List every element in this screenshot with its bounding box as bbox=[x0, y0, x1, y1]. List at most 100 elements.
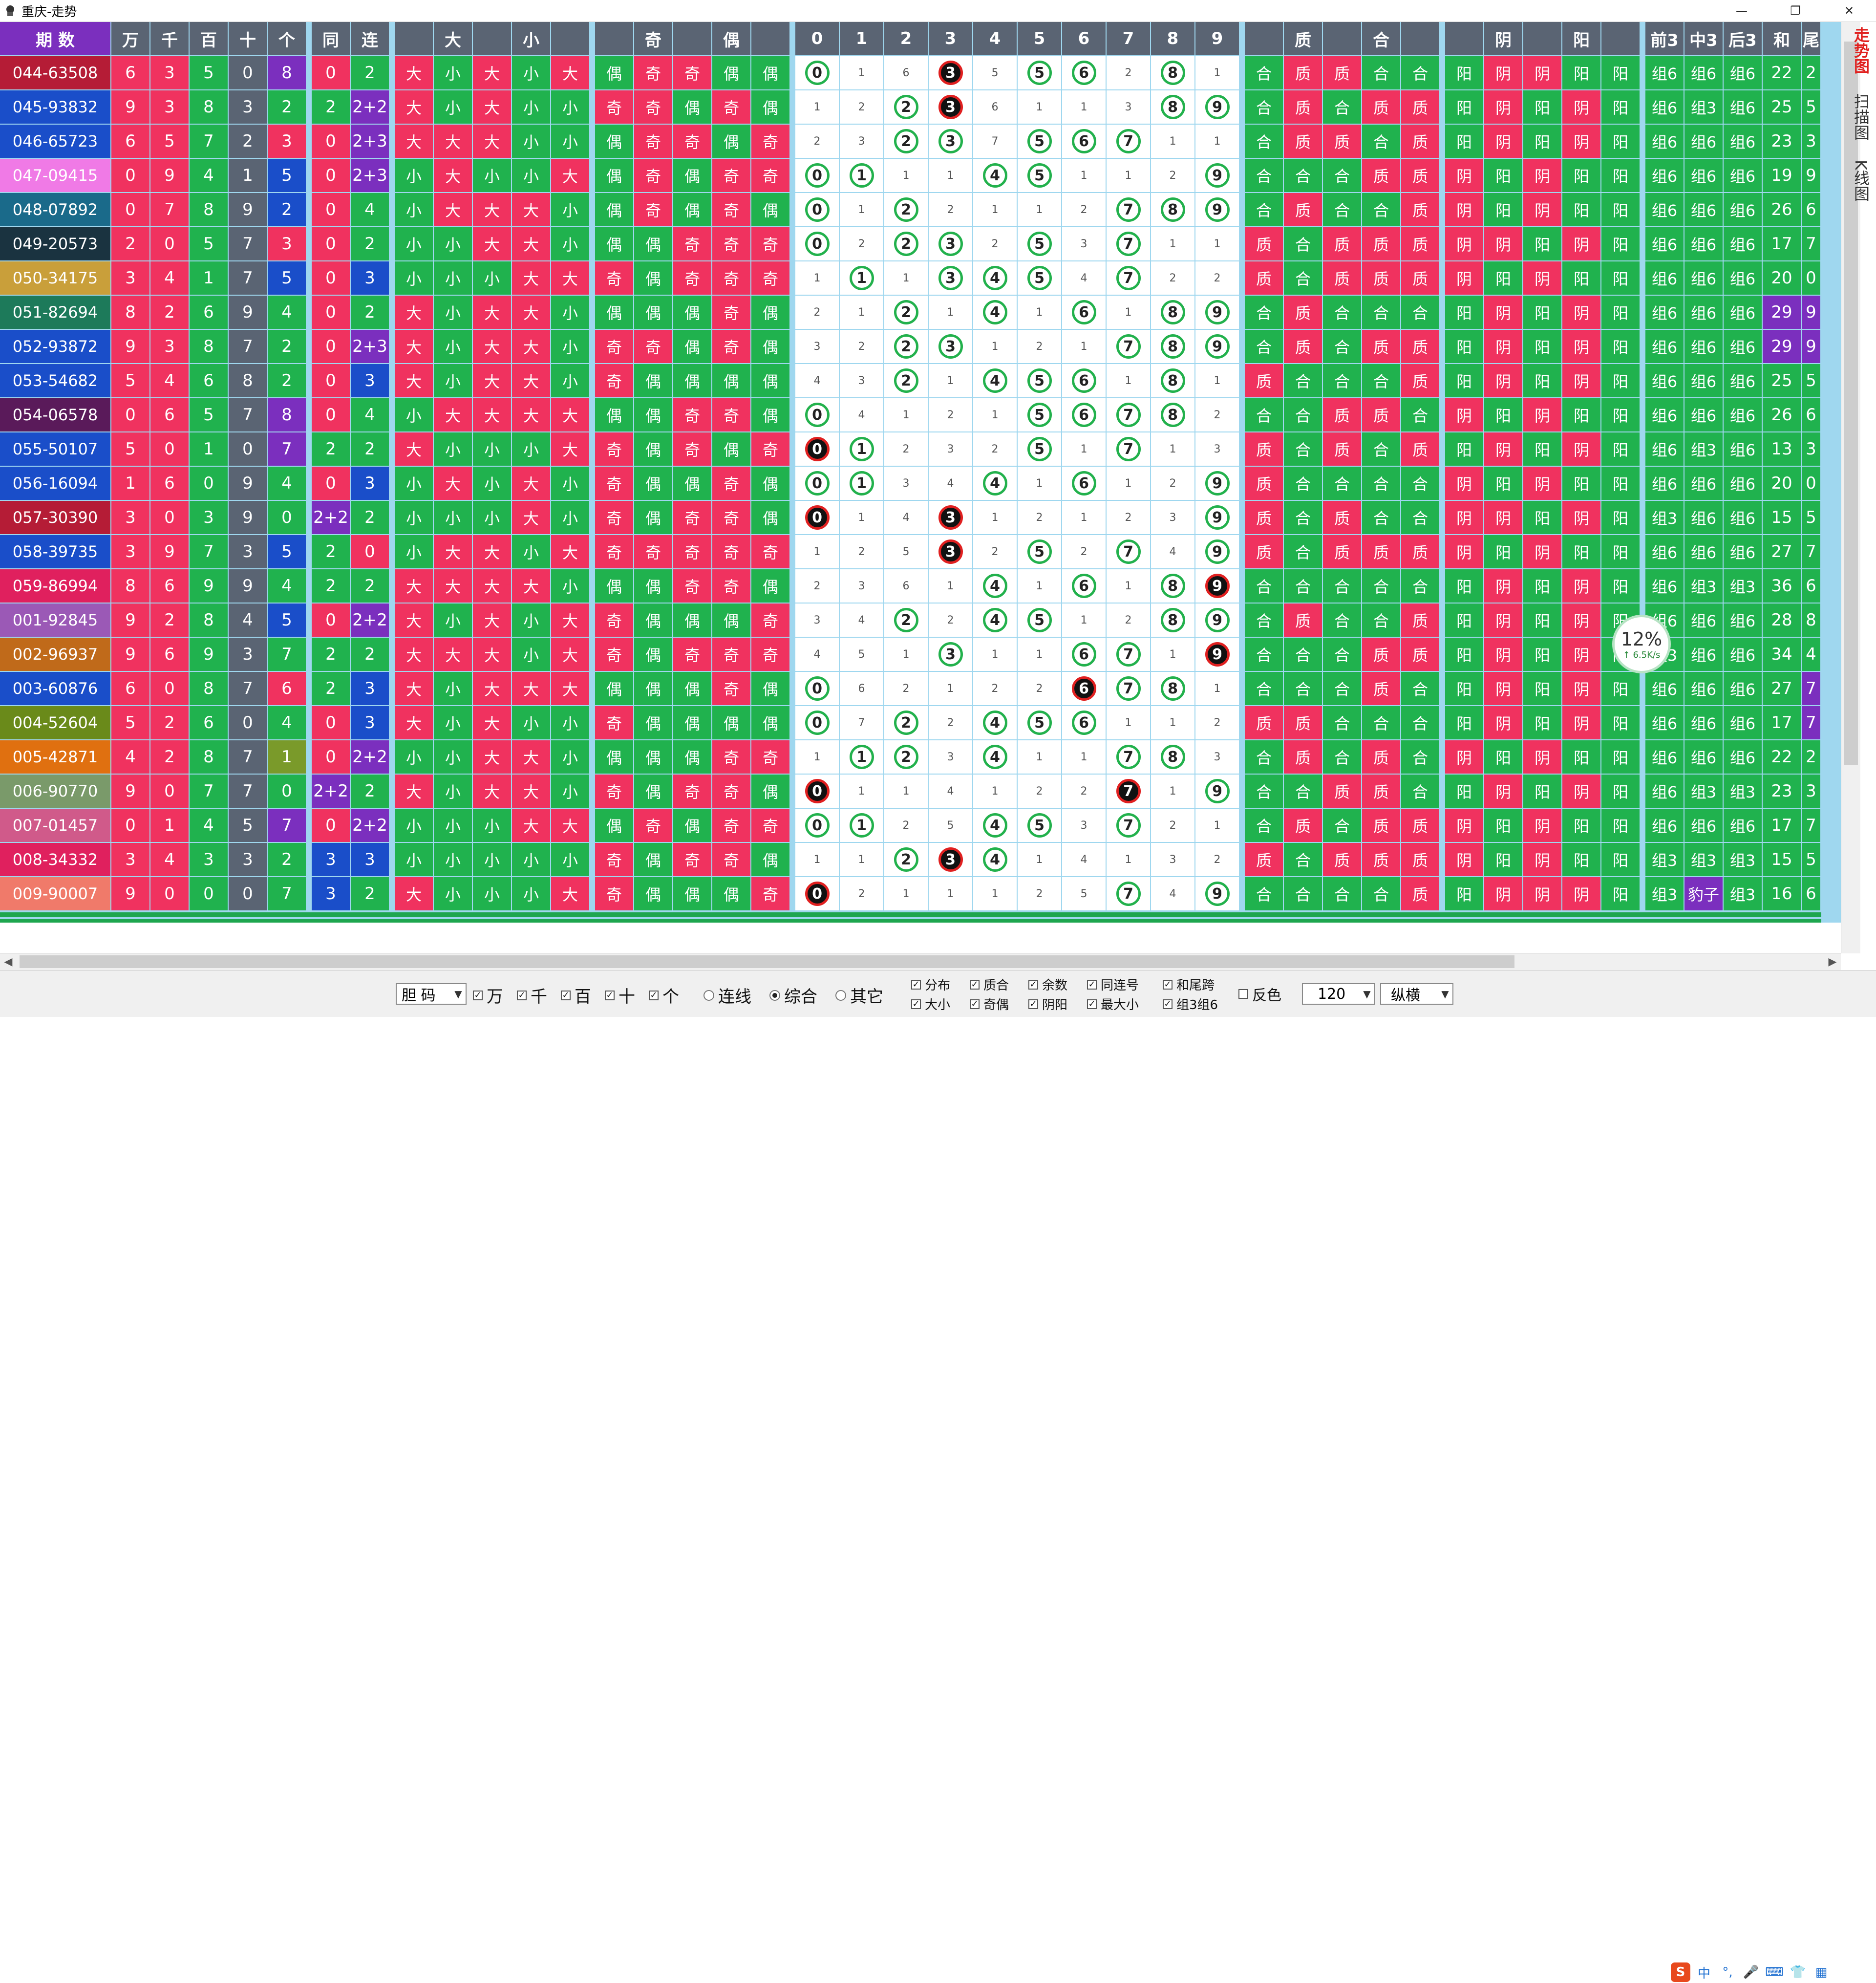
table-row[interactable]: 058-39735 3 9 7 3 5 2 0 小大大小大奇奇奇奇奇 1 2 5 3 2 5 2 7 4 9 质合质质… bbox=[0, 535, 1821, 569]
trend-grid[interactable]: 期 数万千百十个同连大小奇偶 0 1 2 3 4 5 6 7 8 9 质合阴阳前3 中3 后3 和尾 044-… bbox=[0, 22, 1841, 923]
checkbox-wan[interactable]: ✓ 万 bbox=[473, 983, 503, 1007]
tray-icon[interactable]: ⌨ bbox=[1765, 1965, 1784, 1980]
vertical-scroll-thumb[interactable] bbox=[1844, 42, 1858, 765]
period-cell: 045-93832 bbox=[0, 90, 110, 124]
table-row[interactable]: 052-93872 9 3 8 7 2 0 2+3 大小大大小奇奇偶奇偶 3 2 2 3 1 2 1 7 8 9 合质… bbox=[0, 330, 1821, 364]
radio-zonghe[interactable]: 综合 bbox=[769, 983, 817, 1007]
table-row[interactable]: 056-16094 1 6 0 9 4 0 3 小大小大小奇偶偶奇偶 0 1 3 4 4 1 6 1 2 9 质合合合… bbox=[0, 467, 1821, 501]
table-row[interactable]: 050-34175 3 4 1 7 5 0 3 小小小大大奇偶奇奇奇 1 1 1 3 4 5 4 7 2 2 质合质质… bbox=[0, 261, 1821, 296]
checkbox-shi[interactable]: ✓ 十 bbox=[605, 983, 635, 1007]
yinyang-cell: 阳 bbox=[1562, 740, 1600, 774]
number-ball: 7 bbox=[1116, 266, 1141, 290]
table-row[interactable]: 055-50107 5 0 1 0 7 2 2 大小小小大奇偶奇偶奇 0 1 2 3 2 5 1 7 1 3 质合质合… bbox=[0, 432, 1821, 467]
tong-cell: 2 bbox=[312, 569, 350, 603]
yinyang-cell: 阴 bbox=[1562, 569, 1600, 603]
sum-cell: 23 bbox=[1763, 775, 1801, 808]
big-small-cell: 小 bbox=[512, 877, 550, 910]
table-row[interactable]: 007-01457 0 1 4 5 7 0 2+2 小小小大大偶奇偶奇奇 0 1 2 5 4 5 3 7 2 1 合质… bbox=[0, 809, 1821, 843]
checkbox-zhihe[interactable]: ✓ 质合 bbox=[970, 975, 1009, 993]
number-ball: 1 bbox=[849, 163, 874, 188]
scroll-right-arrow-icon[interactable]: ▶ bbox=[1828, 955, 1837, 968]
sum-cell: 20 bbox=[1763, 467, 1801, 500]
header-row[interactable]: 期 数万千百十个同连 大 小 奇 偶 0 1 2 3 4 5 6 7 8 9 质 合 阴 阳 前3 中3 后3 和尾 bbox=[0, 22, 1821, 56]
horizontal-scrollbar[interactable]: ◀ ▶ bbox=[0, 953, 1841, 970]
tray-icon[interactable]: ▦ bbox=[1815, 1965, 1828, 1980]
minimize-button[interactable]: — bbox=[1736, 4, 1748, 18]
checkbox-fenbu[interactable]: ✓ 分布 bbox=[911, 975, 950, 993]
big-small-cell: 大 bbox=[395, 775, 433, 808]
yinyang-cell: 阳 bbox=[1445, 569, 1483, 603]
table-row[interactable]: 001-92845 9 2 8 4 5 0 2+2 大小大小大奇偶偶偶奇 3 4 2 2 4 5 1 2 8 9 合质… bbox=[0, 604, 1821, 638]
digit-cell: 7 bbox=[229, 740, 267, 774]
big-small-cell: 小 bbox=[551, 843, 589, 876]
table-row[interactable]: 003-60876 6 0 8 7 6 2 3 大小大大大偶偶偶奇偶 0 6 2 1 2 2 6 7 8 1 合合合质… bbox=[0, 672, 1821, 706]
header-prime bbox=[1245, 22, 1283, 55]
checkbox-fanse[interactable]: 反色 bbox=[1238, 983, 1281, 1005]
side-button-scan[interactable]: 扫描图 bbox=[1852, 93, 1870, 140]
checkbox-zuida[interactable]: ✓ 最大小 bbox=[1087, 995, 1139, 1013]
checkbox-yinyang[interactable]: ✓ 阴阳 bbox=[1028, 995, 1067, 1013]
prime-cell: 合 bbox=[1245, 740, 1283, 774]
table-row[interactable]: 044-63508 6 3 5 0 8 0 2 大小大小大偶奇奇偶偶 0 1 6 3 5 5 6 2 8 1 合质质合… bbox=[0, 56, 1821, 90]
table-row[interactable]: 053-54682 5 4 6 8 2 0 3 大小大大小奇偶偶偶偶 4 3 2 1 4 5 6 1 8 1 质合合合… bbox=[0, 364, 1821, 398]
table-row[interactable]: 051-82694 8 2 6 9 4 0 2 大小大大小偶偶偶奇偶 2 1 2 1 4 1 6 1 8 9 合质合合… bbox=[0, 296, 1821, 330]
number-ball: 4 bbox=[982, 368, 1007, 393]
tray-icon[interactable]: 中 bbox=[1697, 1966, 1710, 1981]
radio-lianxian[interactable]: 连线 bbox=[704, 983, 751, 1007]
tong-cell: 0 bbox=[312, 261, 350, 295]
checkbox-ge[interactable]: ✓ 个 bbox=[649, 983, 679, 1007]
checkbox-tonglian[interactable]: ✓ 同连号 bbox=[1087, 975, 1139, 993]
checkbox-jiou[interactable]: ✓ 奇偶 bbox=[970, 995, 1009, 1013]
odd-even-cell: 偶 bbox=[751, 569, 789, 603]
table-row[interactable]: 008-34332 3 4 3 3 2 3 3 小小小小小奇偶奇奇偶 1 1 2 3 4 1 4 1 3 2 质合质质… bbox=[0, 843, 1821, 877]
table-row[interactable]: 045-93832 9 3 8 3 2 2 2+2 大小大小小奇奇偶奇偶 1 2 2 3 6 1 1 3 8 9 合质… bbox=[0, 90, 1821, 125]
table-row[interactable]: 048-07892 0 7 8 9 2 0 4 小大大大小偶奇偶奇偶 0 1 2 2 1 1 2 7 8 9 合质合合… bbox=[0, 193, 1821, 227]
table-row[interactable]: 059-86994 8 6 9 9 4 2 2 大大大大小偶偶奇奇偶 2 3 6 1 4 1 6 1 8 9 合合合合… bbox=[0, 569, 1821, 604]
checkbox-zu36[interactable]: ✓ 组3组6 bbox=[1163, 995, 1218, 1013]
network-speed-gauge[interactable]: 12% ↑ 6.5K/s bbox=[1612, 615, 1671, 673]
lian-cell: 2+2 bbox=[351, 90, 389, 124]
table-row[interactable]: 049-20573 2 0 5 7 3 0 2 小小大大小偶偶奇奇奇 0 2 2 3 2 5 3 7 1 1 质合质质… bbox=[0, 227, 1821, 261]
big-small-cell: 大 bbox=[512, 740, 550, 774]
tray-icon[interactable]: 🎤 bbox=[1743, 1965, 1759, 1980]
checkbox-daxiao[interactable]: ✓ 大小 bbox=[911, 995, 950, 1013]
prime-cell: 质 bbox=[1401, 604, 1439, 637]
checkbox-yushu[interactable]: ✓ 余数 bbox=[1028, 975, 1067, 993]
checkbox-hewei[interactable]: ✓ 和尾跨 bbox=[1163, 975, 1215, 993]
side-button-trend[interactable]: 走势图 bbox=[1852, 27, 1870, 74]
number-ball: 0 bbox=[805, 163, 830, 188]
layout-combo[interactable]: 纵横 ▼ bbox=[1380, 983, 1453, 1005]
prime-cell: 合 bbox=[1362, 877, 1400, 910]
checkbox-qian[interactable]: ✓ 千 bbox=[517, 983, 547, 1007]
table-row[interactable]: 054-06578 0 6 5 7 8 0 4 小大大大大偶偶奇奇偶 0 4 1 2 1 5 6 7 8 2 合合质质… bbox=[0, 398, 1821, 432]
tray-icon[interactable]: S bbox=[1671, 1962, 1690, 1982]
table-row[interactable]: 005-42871 4 2 8 7 1 0 2+2 小小大大小偶偶偶奇奇 1 1 2 3 4 1 1 7 8 3 合质… bbox=[0, 740, 1821, 775]
tray-icon[interactable]: °, bbox=[1722, 1965, 1733, 1980]
number-ball: 3 bbox=[938, 61, 963, 85]
checkbox-bai[interactable]: ✓ 百 bbox=[561, 983, 591, 1007]
close-button[interactable]: ✕ bbox=[1844, 4, 1855, 18]
scroll-left-arrow-icon[interactable]: ◀ bbox=[4, 955, 13, 968]
maximize-button[interactable]: ❐ bbox=[1790, 4, 1801, 18]
table-row[interactable]: 047-09415 0 9 4 1 5 0 2+3 小大小小大偶奇偶奇奇 0 1 1 1 4 5 1 1 2 9 合合… bbox=[0, 159, 1821, 193]
mode-combo[interactable]: 胆 码 ▼ bbox=[396, 983, 467, 1005]
table-row[interactable]: 057-30390 3 0 3 9 0 2+2 2 小小小大小奇偶奇奇偶 0 1 4 3 1 2 1 2 3 9 质合… bbox=[0, 501, 1821, 535]
horizontal-scroll-thumb[interactable] bbox=[20, 955, 1514, 968]
table-row[interactable]: 004-52604 5 2 6 0 4 0 3 大小大小小奇偶偶偶偶 0 7 2 2 4 5 6 1 1 2 质质合合… bbox=[0, 706, 1821, 740]
tray-icon[interactable]: 👕 bbox=[1790, 1965, 1806, 1980]
prime-cell: 合 bbox=[1401, 56, 1439, 89]
dist-cell: 7 bbox=[1107, 672, 1150, 705]
radio-qita[interactable]: 其它 bbox=[835, 983, 883, 1007]
prime-cell: 合 bbox=[1401, 740, 1439, 774]
table-row[interactable]: 009-90007 9 0 0 0 7 3 2 大小小小大奇偶偶偶奇 0 2 1 1 1 2 5 7 4 9 合合合合… bbox=[0, 877, 1821, 911]
table-row[interactable]: 046-65723 6 5 7 2 3 0 2+3 大大大小小偶奇奇偶奇 2 3 2 3 7 5 6 7 1 1 合质… bbox=[0, 125, 1821, 159]
table-row[interactable]: 006-90770 9 0 7 7 0 2+2 2 大小大大小奇偶奇奇偶 0 1 1 4 1 2 2 7 1 9 合合… bbox=[0, 775, 1821, 809]
group-cell: 组6 bbox=[1724, 740, 1762, 774]
side-button-kline[interactable]: K线图 bbox=[1852, 160, 1870, 201]
dist-cell: 1 bbox=[1151, 638, 1194, 671]
table-row[interactable]: 002-96937 9 6 9 3 7 2 2 大大大小大奇偶奇奇奇 4 5 1 3 1 1 6 7 1 9 合合合质… bbox=[0, 638, 1821, 672]
count-combo[interactable]: 120 ▼ bbox=[1302, 983, 1375, 1005]
vertical-scrollbar[interactable] bbox=[1841, 22, 1861, 953]
digit-cell: 8 bbox=[190, 672, 228, 705]
prime-cell: 合 bbox=[1245, 809, 1283, 842]
